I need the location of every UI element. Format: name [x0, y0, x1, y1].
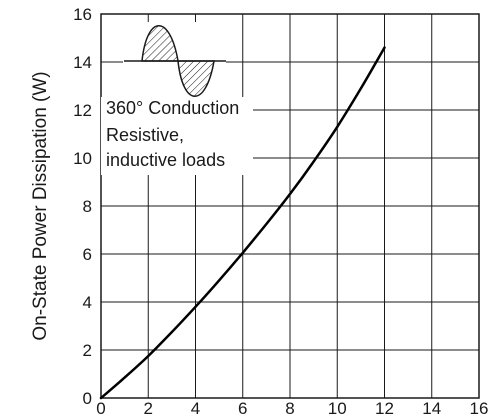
x-tick-label-10: 10 — [328, 399, 347, 418]
x-tick-label-8: 8 — [285, 399, 294, 418]
x-tick-label-6: 6 — [238, 399, 247, 418]
x-tick-label-14: 14 — [422, 399, 441, 418]
annotation-background — [101, 97, 253, 175]
annotation-line-2: Resistive, — [106, 125, 184, 145]
y-tick-label-16: 16 — [73, 5, 92, 24]
x-tick-label-0: 0 — [96, 399, 105, 418]
x-tick-label-4: 4 — [191, 399, 200, 418]
series-line-0 — [99, 46, 386, 400]
y-axis-title: On-State Power Dissipation (W) — [30, 71, 51, 340]
x-tick-labels: 0 2 4 6 8 10 12 14 16 — [96, 399, 488, 418]
waveform-positive-lobe — [141, 25, 179, 62]
annotation-line-1: 360° Conduction — [106, 98, 239, 118]
y-tick-label-14: 14 — [73, 53, 92, 72]
annotation-line-3: inductive loads — [106, 150, 225, 170]
waveform-negative-lobe — [177, 60, 215, 97]
y-tick-label-4: 4 — [83, 293, 92, 312]
x-tick-label-12: 12 — [375, 399, 394, 418]
y-tick-labels: 0 2 4 6 8 10 12 14 16 — [73, 5, 92, 408]
y-tick-label-8: 8 — [83, 197, 92, 216]
plot-frame — [100, 13, 480, 399]
annotation-box: 360° Conduction Resistive, inductive loa… — [101, 97, 253, 175]
y-tick-label-2: 2 — [83, 341, 92, 360]
y-tick-label-0: 0 — [83, 389, 92, 408]
series-group — [99, 46, 386, 400]
x-tick-label-2: 2 — [144, 399, 153, 418]
x-tick-label-16: 16 — [470, 399, 489, 418]
y-tick-label-10: 10 — [73, 149, 92, 168]
y-tick-label-12: 12 — [73, 101, 92, 120]
sine-waveform-icon — [123, 22, 226, 100]
y-tick-label-6: 6 — [83, 245, 92, 264]
